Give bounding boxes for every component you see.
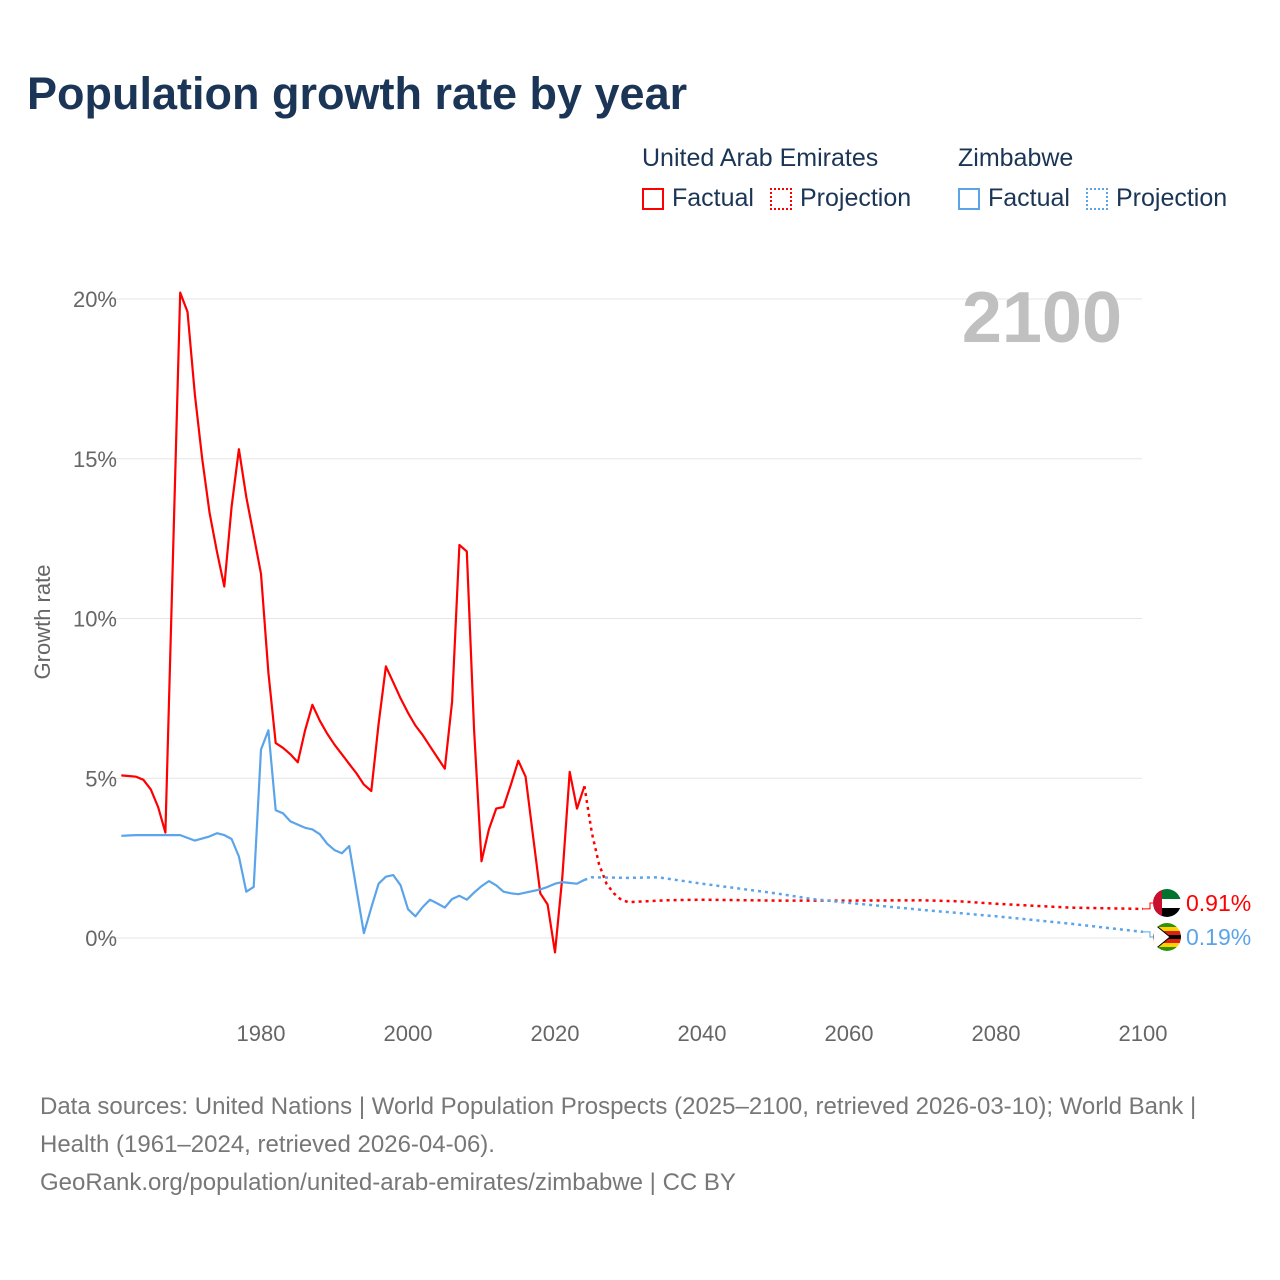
page-title: Population growth rate by year [27, 68, 688, 119]
legend-uae: United Arab Emirates Factual Projection [642, 144, 927, 213]
series-1-factual-line [121, 729, 585, 935]
end-value-label: 0.91% [1186, 890, 1251, 916]
x-tick-label: 2020 [531, 1021, 580, 1046]
footer: Data sources: United Nations | World Pop… [40, 1088, 1240, 1202]
legend-projection[interactable]: Projection [1085, 184, 1228, 213]
legend-label: Projection [799, 184, 912, 212]
x-tick-label: 2040 [678, 1021, 727, 1046]
legend-country: Zimbabwe [958, 144, 1074, 172]
x-tick-label: 1980 [237, 1021, 286, 1046]
flag-connector [1142, 902, 1154, 910]
series-0-factual-line [121, 291, 586, 954]
uae-flag-icon [1153, 889, 1181, 917]
x-tick-label: 2060 [825, 1021, 874, 1046]
legend-label: Projection [1115, 184, 1228, 212]
legend-country: United Arab Emirates [642, 144, 879, 172]
legend-swatch-dotted [1085, 187, 1108, 210]
y-tick-label: 10% [73, 607, 117, 632]
y-tick-label: 20% [73, 287, 117, 312]
legend-swatch-dotted [769, 187, 792, 210]
flag-connector [1142, 931, 1154, 938]
series-0-projection-line [583, 786, 1144, 911]
legend-factual[interactable]: Factual [642, 184, 754, 213]
legend-factual[interactable]: Factual [958, 184, 1070, 213]
x-tick-label: 2100 [1119, 1021, 1168, 1046]
legend-label: Factual [988, 184, 1070, 212]
end-value-label: 0.19% [1186, 924, 1251, 950]
y-axis-label: Growth rate [30, 565, 55, 680]
y-tick-label: 5% [85, 766, 117, 791]
zimbabwe-flag-icon [1153, 923, 1181, 951]
source-link[interactable]: GeoRank.org/population/united-arab-emira… [40, 1169, 736, 1196]
legend-swatch-solid [642, 187, 664, 210]
legend-projection[interactable]: Projection [769, 184, 912, 213]
legend-swatch-solid [958, 187, 980, 210]
y-tick-label: 0% [85, 926, 117, 951]
x-tick-label: 2000 [384, 1021, 433, 1046]
series-1-projection-line [583, 876, 1144, 934]
x-tick-label: 2080 [972, 1021, 1021, 1046]
legend-label: Factual [672, 184, 754, 212]
year-label: 2100 [962, 278, 1122, 358]
y-tick-label: 15% [73, 447, 117, 472]
data-sources: Data sources: United Nations | World Pop… [40, 1093, 1197, 1158]
legend-zimbabwe: Zimbabwe Factual Projection [958, 144, 1243, 213]
